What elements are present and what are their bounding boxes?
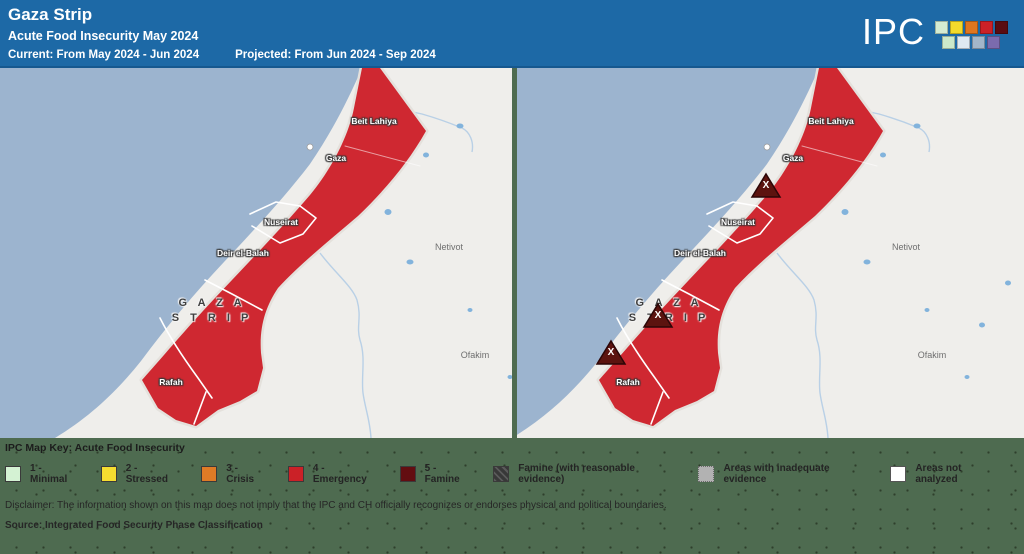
ipc-logo-grid [935,21,1010,51]
legend-label: 5 - Famine [424,463,460,485]
ipc-logo-square [980,21,993,34]
ipc-logo-row-1 [935,21,1010,34]
map-divider [512,68,517,438]
disclaimer-text: Disclaimer: The information shown on thi… [5,500,667,511]
legend-item: Areas not analyzed [890,463,1002,485]
map-current: Beit Lahiya Gaza Nuseirat Deir el-Balah Rafa… [0,68,512,438]
map-area: Beit Lahiya Gaza Nuseirat Deir el-Balah Rafa… [0,68,1024,438]
legend-swatch [287,466,304,482]
current-period-label: Current: From May 2024 - Jun 2024 [8,49,200,61]
projected-period-label: Projected: From Jun 2024 - Sep 2024 [235,49,436,61]
famine-symbol: X [595,339,627,366]
source-text: Source: Integrated Food Security Phase C… [5,520,263,531]
legend-swatch [201,466,218,482]
legend-swatch [399,466,416,482]
ipc-logo-square [995,21,1008,34]
legend-label: 1 - Minimal [30,463,68,485]
ipc-logo: IPC [862,12,1010,52]
legend-item: 2 - Stressed [100,463,180,485]
legend-footer: IPC Map Key: Acute Food Insecurity 1 - M… [0,438,1024,554]
legend-label: Areas not analyzed [915,463,962,485]
map-projected: Beit Lahiya Gaza Nuseirat Deir el-Balah Rafa… [517,68,1024,438]
ipc-logo-square [972,36,985,49]
ipc-logo-text: IPC [861,11,925,52]
famine-symbol-x: X [762,180,770,191]
legend-swatch [698,466,715,482]
legend-swatch [5,466,21,482]
analysis-periods: Current: From May 2024 - Jun 2024 Project… [8,49,472,61]
legend-label: 4 - Emergency [312,463,367,485]
header: Gaza Strip Acute Food Insecurity May 202… [0,0,1024,68]
ipc-logo-square [950,21,963,34]
legend-label: 2 - Stressed [125,463,168,485]
ipc-logo-square [965,21,978,34]
legend-label: Areas with inadequate evidence [723,463,830,485]
map-artwork-current [0,68,512,438]
legend-swatch [100,466,117,482]
legend-item: 1 - Minimal [5,463,79,485]
map-artwork-projected [517,68,1024,438]
legend-label: Famine (with reasonable evidence) [518,463,635,485]
map-key-title: IPC Map Key: Acute Food Insecurity [5,442,185,454]
ipc-logo-row-2 [942,36,1010,49]
page-subtitle: Acute Food Insecurity May 2024 [8,29,199,43]
legend-swatch [890,466,907,482]
famine-symbol: X [750,172,782,199]
ipc-logo-square [942,36,955,49]
famine-symbol: X [642,302,674,329]
legend-swatch [493,466,510,482]
page-title: Gaza Strip [8,5,93,24]
legend-row: 1 - Minimal 2 - Stressed 3 - Crisis 4 - Eme… [5,463,1024,485]
ipc-logo-square [935,21,948,34]
legend-item: 3 - Crisis [201,463,266,485]
famine-symbol-x: X [607,347,615,358]
legend-item: 4 - Emergency [287,463,378,485]
legend-item: Famine (with reasonable evidence) [493,463,676,485]
ipc-logo-square [957,36,970,49]
ipc-logo-square [987,36,1000,49]
legend-item: Areas with inadequate evidence [698,463,868,485]
legend-item: 5 - Famine [399,463,472,485]
famine-symbol-x: X [654,310,662,321]
legend-label: 3 - Crisis [226,463,255,485]
